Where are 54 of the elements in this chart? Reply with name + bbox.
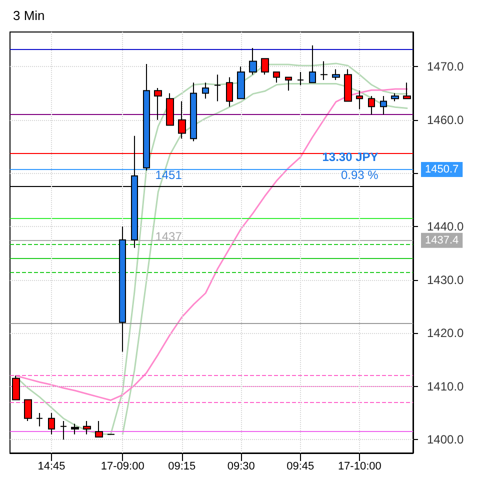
candlestick: [12, 375, 20, 400]
y-tick-label: 1410.0: [427, 379, 464, 394]
candlestick: [332, 68, 340, 80]
candlestick: [368, 95, 375, 116]
candlestick: [309, 44, 316, 84]
x-tick-label: 09:45: [286, 460, 314, 472]
candlestick: [403, 82, 411, 100]
candlestick: [344, 68, 352, 102]
candlestick: [273, 71, 280, 84]
y-tick-label: 1420.0: [427, 326, 464, 340]
line-series: [15, 88, 408, 401]
candlestick: [166, 92, 174, 126]
candlestick: [356, 90, 363, 110]
candlestick: [119, 226, 126, 352]
y-tick-label: 1430.0: [427, 272, 464, 287]
candlestick: [154, 87, 162, 120]
candlestick: [380, 95, 387, 116]
x-tick-label: 17-09:00: [100, 460, 144, 472]
candlestick: [237, 66, 245, 100]
candlestick: [83, 420, 91, 435]
candlestick: [285, 76, 292, 92]
line-series: [15, 62, 408, 436]
ref-line-label: 1437.4: [425, 234, 459, 246]
x-tick-label: 09:15: [168, 460, 196, 472]
chart-title: 3 Min: [13, 8, 45, 23]
line-series: [122, 82, 408, 436]
candlestick: [249, 47, 257, 76]
candlestick: [48, 412, 55, 435]
x-tick-label: 09:30: [227, 460, 255, 472]
candlestick: [190, 82, 197, 142]
candlestick: [71, 423, 79, 435]
candlestick: [178, 100, 186, 140]
annotation: 1451: [155, 168, 182, 182]
candlestick: [214, 74, 221, 102]
x-tick-label: 17-10:00: [338, 460, 382, 472]
candlestick: [24, 399, 32, 422]
candlestick: [297, 71, 304, 86]
y-tick-label: 1400.0: [427, 432, 464, 447]
ref-line-label: 1450.7: [425, 163, 459, 176]
candlestick: [143, 63, 150, 172]
candlestick: [202, 82, 209, 100]
annotation: 13.30 JPY: [322, 150, 378, 164]
candlestick: [36, 412, 43, 427]
candlestick: [391, 92, 399, 102]
candlestick: [226, 76, 233, 108]
y-tick-label: 1460.0: [427, 112, 464, 127]
x-tick-label: 14:45: [38, 460, 66, 472]
candlestick: [60, 420, 67, 440]
y-tick-label: 1470.0: [427, 60, 464, 74]
annotation: 0.93 %: [340, 168, 379, 182]
candlestick: [320, 60, 328, 80]
candlestick: [95, 420, 103, 438]
candlestick: [261, 58, 269, 76]
y-tick-label: 1440.0: [427, 220, 464, 234]
